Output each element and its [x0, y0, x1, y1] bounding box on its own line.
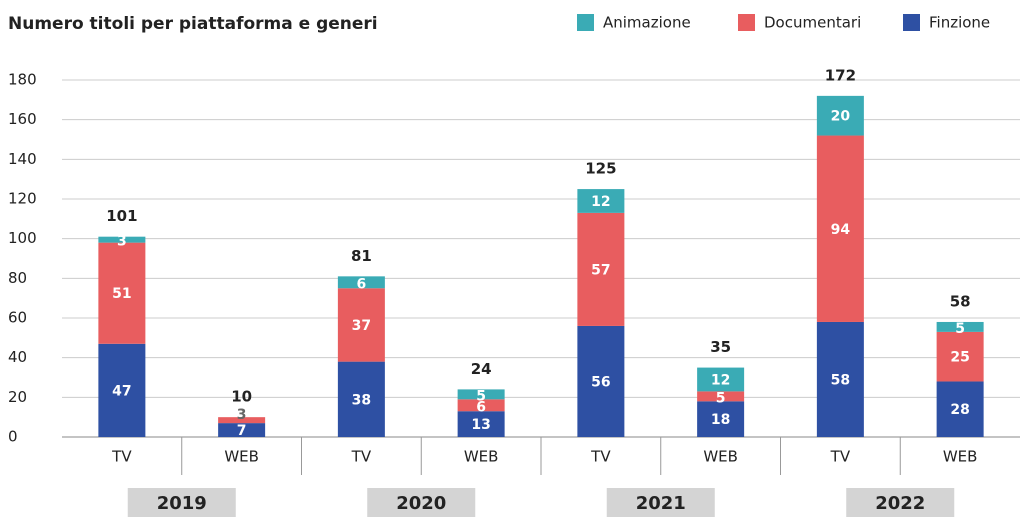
segment-label: 58	[831, 372, 850, 388]
segment-label: 3	[237, 407, 247, 423]
bar-segment	[98, 236, 146, 243]
y-tick-label: 80	[8, 269, 27, 287]
bar-segment	[577, 189, 625, 213]
x-tick-label: TV	[590, 448, 611, 466]
year-label: 2019	[157, 493, 207, 514]
segment-label: 5	[955, 321, 965, 337]
legend-swatch	[738, 14, 755, 31]
y-tick-label: 140	[8, 150, 37, 168]
segment-label: 28	[950, 402, 969, 418]
total-label: 35	[710, 338, 731, 356]
bar-segment	[337, 288, 385, 362]
y-tick-label: 160	[8, 110, 37, 128]
segment-label: 3	[117, 234, 127, 250]
bar-segment	[816, 135, 864, 322]
bar-segment	[577, 325, 625, 437]
total-label: 81	[351, 247, 372, 265]
bar-segment	[98, 343, 146, 437]
total-label: 125	[585, 160, 616, 178]
bar-segment	[337, 276, 385, 289]
bar-segment	[577, 212, 625, 326]
total-label: 101	[106, 207, 137, 225]
bar-segment	[337, 361, 385, 437]
year-label: 2022	[875, 493, 925, 514]
legend-label: Finzione	[929, 14, 990, 32]
segment-label: 56	[591, 374, 610, 390]
segment-label: 94	[831, 222, 851, 238]
y-tick-label: 120	[8, 190, 37, 208]
bar-segment	[936, 331, 984, 382]
segment-label: 20	[831, 109, 851, 125]
bar-segment	[936, 381, 984, 437]
segment-label: 12	[591, 194, 610, 210]
segment-label: 25	[950, 350, 969, 366]
year-box	[606, 488, 715, 517]
x-tick-label: TV	[351, 448, 372, 466]
year-box	[846, 488, 955, 517]
segment-label: 7	[237, 423, 247, 439]
year-box	[127, 488, 236, 517]
x-tick-label: WEB	[943, 448, 978, 466]
y-tick-label: 20	[8, 388, 27, 406]
segment-label: 57	[591, 262, 610, 278]
bar-segment	[816, 95, 864, 136]
total-label: 24	[471, 360, 492, 378]
bar-segment	[816, 321, 864, 437]
legend-label: Documentari	[764, 14, 861, 32]
chart-title: Numero titoli per piattaforma e generi	[8, 14, 378, 34]
bar-segment	[936, 321, 984, 332]
y-tick-label: 40	[8, 348, 27, 366]
year-label: 2021	[636, 493, 686, 514]
y-tick-label: 180	[8, 71, 37, 89]
segment-label: 38	[352, 392, 371, 408]
total-label: 10	[231, 388, 252, 406]
legend-swatch	[577, 14, 594, 31]
segment-label: 5	[716, 390, 726, 406]
segment-label: 12	[711, 372, 730, 388]
y-tick-label: 100	[8, 229, 37, 247]
x-tick-label: WEB	[703, 448, 738, 466]
x-tick-label: TV	[830, 448, 851, 466]
bar-segment	[98, 242, 146, 344]
bar-segment	[218, 417, 266, 424]
y-tick-label: 0	[8, 428, 18, 446]
segment-label: 6	[476, 399, 486, 415]
segment-label: 51	[112, 286, 131, 302]
x-tick-label: WEB	[224, 448, 259, 466]
total-label: 58	[950, 292, 971, 310]
legend-label: Animazione	[603, 14, 691, 32]
x-tick-label: TV	[111, 448, 132, 466]
segment-label: 13	[471, 417, 490, 433]
segment-label: 37	[352, 318, 371, 334]
year-box	[367, 488, 476, 517]
bar-segment	[697, 391, 745, 402]
segment-label: 6	[357, 276, 367, 292]
bar-segment	[697, 401, 745, 437]
total-label: 172	[825, 66, 856, 84]
x-tick-label: WEB	[464, 448, 499, 466]
bar-segment	[218, 423, 266, 437]
segment-label: 5	[476, 388, 486, 404]
legend-swatch	[903, 14, 920, 31]
bar-segment	[697, 367, 745, 392]
bar-segment	[457, 399, 505, 412]
bar-segment	[457, 389, 505, 400]
segment-label: 18	[711, 412, 730, 428]
segment-label: 47	[112, 383, 131, 399]
y-tick-label: 60	[8, 309, 27, 327]
bar-segment	[457, 411, 505, 437]
year-label: 2020	[396, 493, 446, 514]
